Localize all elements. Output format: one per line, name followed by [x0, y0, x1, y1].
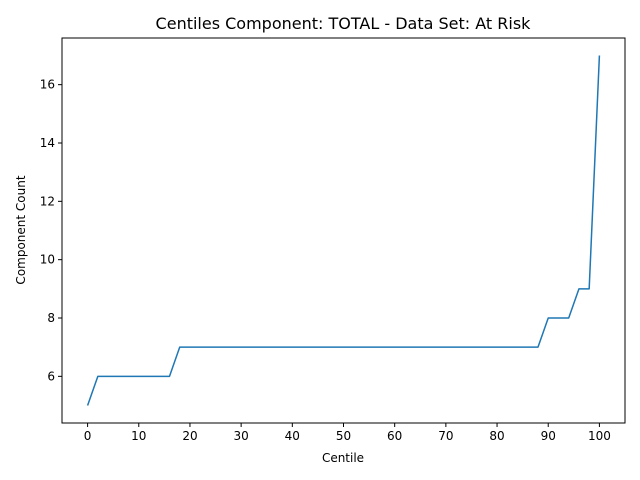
- x-tick-label: 10: [131, 429, 146, 443]
- x-tick-label: 100: [588, 429, 611, 443]
- x-tick-label: 0: [84, 429, 92, 443]
- y-tick-label: 12: [40, 194, 55, 208]
- series-line-0: [86, 55, 601, 406]
- x-tick-label: 90: [541, 429, 556, 443]
- x-tick-label: 50: [336, 429, 351, 443]
- x-axis-label: Centile: [322, 451, 364, 465]
- x-tick-label: 30: [233, 429, 248, 443]
- x-tick-label: 70: [438, 429, 453, 443]
- x-tick-label: 40: [285, 429, 300, 443]
- chart-title: Centiles Component: TOTAL - Data Set: At…: [156, 14, 532, 33]
- y-tick-label: 6: [47, 369, 55, 383]
- y-tick-label: 16: [40, 78, 55, 92]
- y-tick-label: 14: [40, 136, 55, 150]
- y-axis: 6 8 10 12 14 16: [40, 78, 62, 383]
- plot-frame: [61, 37, 626, 424]
- y-tick-label: 10: [40, 253, 55, 267]
- y-axis-label: Component Count: [14, 175, 28, 284]
- x-tick-label: 80: [489, 429, 504, 443]
- y-tick-label: 8: [47, 311, 55, 325]
- x-tick-label: 20: [182, 429, 197, 443]
- plot-area: [86, 55, 601, 406]
- x-tick-label: 60: [387, 429, 402, 443]
- x-axis: 0 10 20 30 40 50 60 70 80 90 100: [84, 423, 611, 443]
